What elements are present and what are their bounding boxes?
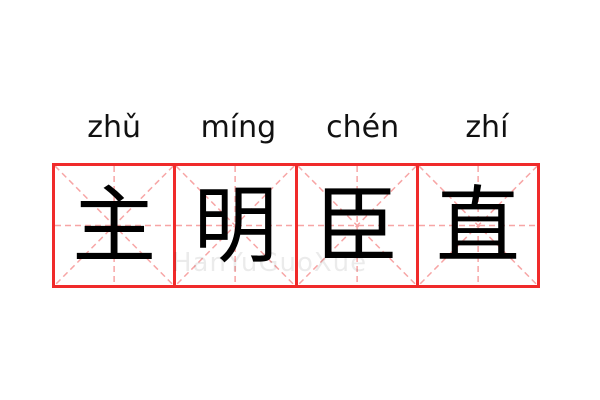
guide-lines bbox=[55, 166, 173, 285]
pinyin-4: zhí bbox=[465, 110, 509, 145]
guide-lines bbox=[419, 166, 537, 285]
guide-lines bbox=[176, 166, 294, 285]
guide-line bbox=[298, 166, 416, 285]
guide-line bbox=[55, 166, 173, 285]
character-grid: 主 明 臣 直 bbox=[52, 163, 549, 288]
character-cell: 臣 bbox=[294, 163, 419, 288]
pinyin-3: chén bbox=[326, 110, 400, 145]
guide-lines bbox=[298, 166, 416, 285]
pinyin-2: míng bbox=[200, 110, 277, 145]
character: 直 bbox=[435, 176, 520, 275]
character-cell: 主 bbox=[52, 163, 177, 288]
watermark-latin: HanYuGuoXue bbox=[172, 248, 368, 278]
pinyin-row: zhǔ míng chén zhí bbox=[52, 108, 549, 148]
guide-line bbox=[176, 166, 294, 285]
character: 主 bbox=[72, 176, 157, 275]
character: 臣 bbox=[314, 176, 399, 275]
character-cell: 直 bbox=[415, 163, 540, 288]
guide-line bbox=[419, 166, 537, 285]
pinyin-1: zhǔ bbox=[87, 110, 142, 145]
character: 明 bbox=[193, 176, 278, 275]
